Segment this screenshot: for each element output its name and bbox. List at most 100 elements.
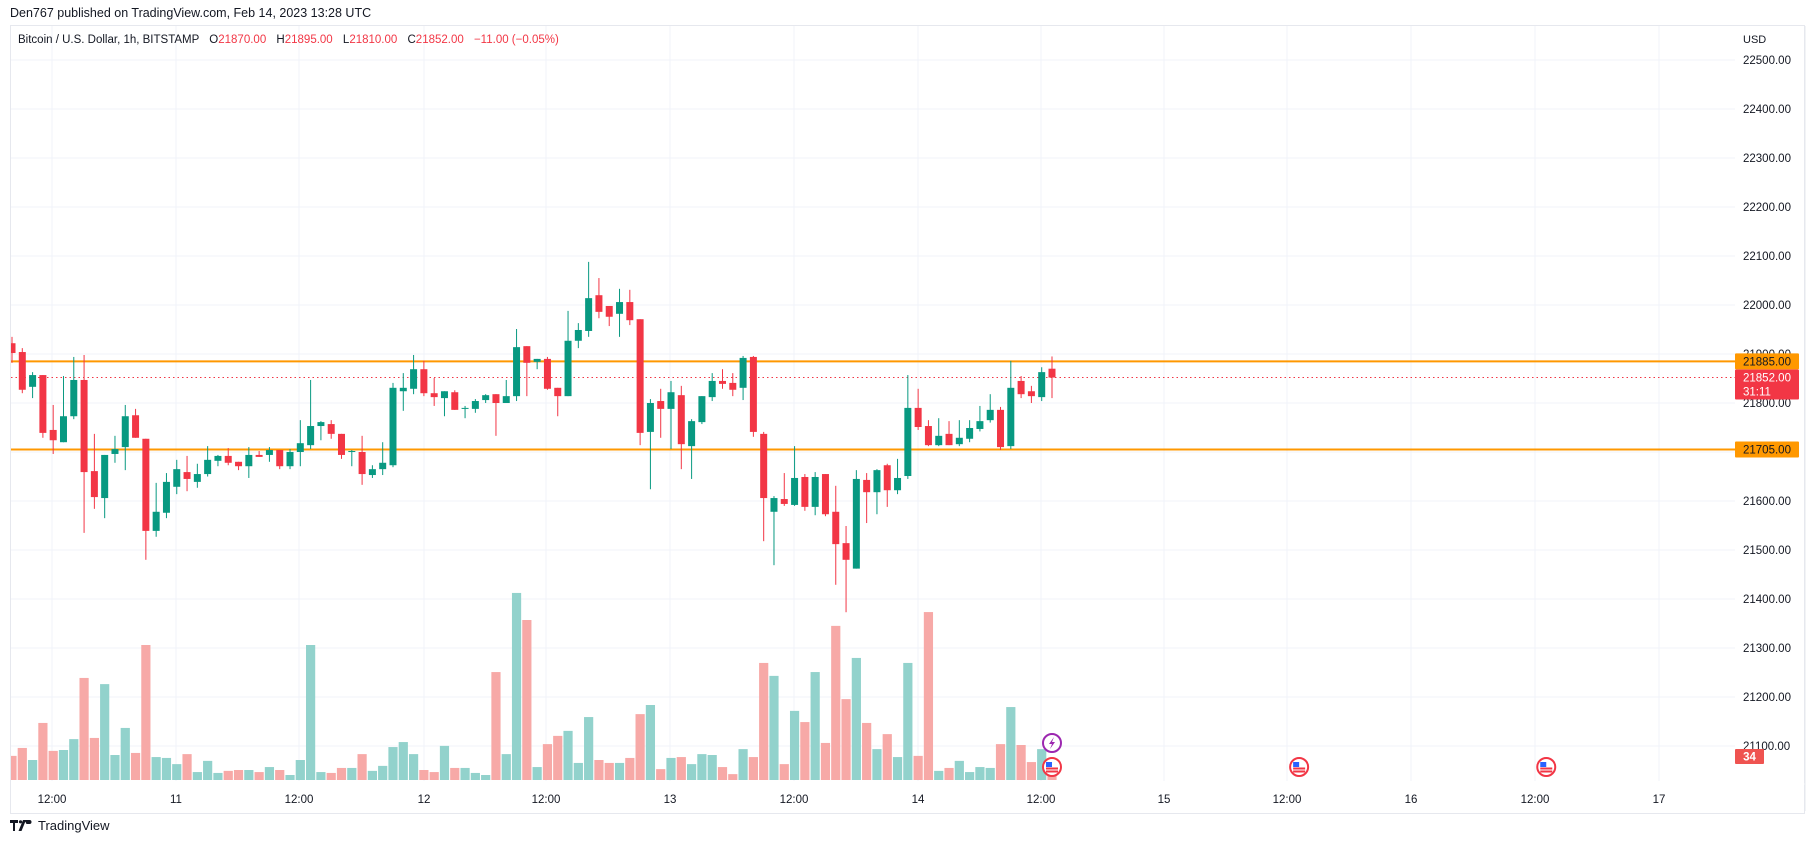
candle[interactable] <box>873 469 881 515</box>
candle[interactable] <box>667 380 675 450</box>
candle[interactable] <box>533 358 541 370</box>
candle[interactable] <box>440 391 448 417</box>
candle[interactable] <box>80 354 88 533</box>
candle[interactable] <box>997 406 1005 451</box>
candle[interactable] <box>1027 385 1035 403</box>
candle[interactable] <box>523 346 531 397</box>
candle[interactable] <box>430 378 438 406</box>
candle[interactable] <box>162 473 170 519</box>
candle[interactable] <box>543 356 551 390</box>
candle[interactable] <box>852 470 860 569</box>
candle[interactable] <box>791 446 799 506</box>
candle[interactable] <box>832 485 840 585</box>
candle[interactable] <box>863 473 871 524</box>
candle[interactable] <box>224 448 232 466</box>
candle[interactable] <box>492 394 500 436</box>
us-flag-icon[interactable] <box>1536 757 1557 777</box>
candle[interactable] <box>420 360 428 397</box>
candle[interactable] <box>296 420 304 467</box>
candle[interactable] <box>142 438 150 560</box>
candle[interactable] <box>554 387 562 417</box>
candle[interactable] <box>688 419 696 479</box>
candle[interactable] <box>193 463 201 488</box>
symbol-title[interactable]: Bitcoin / U.S. Dollar, 1h, BITSTAMP <box>18 34 200 46</box>
candle[interactable] <box>70 356 78 420</box>
candle[interactable] <box>399 373 407 411</box>
candle[interactable] <box>585 261 593 337</box>
candle[interactable] <box>564 310 572 397</box>
candle[interactable] <box>708 373 716 402</box>
candle[interactable] <box>739 355 747 401</box>
candle[interactable] <box>935 418 943 447</box>
candle[interactable] <box>389 382 397 468</box>
candle[interactable] <box>574 323 582 349</box>
candle[interactable] <box>327 420 335 439</box>
candle[interactable] <box>1038 367 1046 402</box>
candle[interactable] <box>461 405 469 419</box>
candle[interactable] <box>811 472 819 516</box>
candle[interactable] <box>513 329 521 402</box>
candle[interactable] <box>276 450 284 470</box>
candle[interactable] <box>307 379 315 450</box>
candle[interactable] <box>595 278 603 319</box>
candle[interactable] <box>101 454 109 519</box>
candle[interactable] <box>780 473 788 506</box>
candle[interactable] <box>286 449 294 470</box>
candle[interactable] <box>749 355 757 437</box>
candle[interactable] <box>894 458 902 495</box>
candle[interactable] <box>626 289 634 326</box>
us-flag-icon[interactable] <box>1289 757 1310 777</box>
candle[interactable] <box>214 454 222 467</box>
candle[interactable] <box>502 379 510 403</box>
us-flag-icon[interactable] <box>1041 757 1062 777</box>
candle[interactable] <box>358 435 366 485</box>
candle[interactable] <box>410 354 418 395</box>
candle[interactable] <box>265 447 273 462</box>
candle[interactable] <box>966 420 974 443</box>
candle[interactable] <box>924 420 932 447</box>
candle[interactable] <box>368 465 376 478</box>
candle[interactable] <box>379 442 387 476</box>
candle[interactable] <box>471 399 479 413</box>
lightning-icon[interactable] <box>1041 733 1062 753</box>
candle[interactable] <box>955 420 963 447</box>
candle[interactable] <box>904 375 912 479</box>
candle[interactable] <box>698 396 706 425</box>
candle[interactable] <box>338 433 346 459</box>
candle[interactable] <box>842 525 850 613</box>
candle[interactable] <box>235 461 243 471</box>
candle[interactable] <box>801 474 809 511</box>
candle[interactable] <box>132 408 140 438</box>
candle[interactable] <box>451 390 459 410</box>
candle[interactable] <box>482 394 490 403</box>
candle[interactable] <box>914 388 922 430</box>
candle[interactable] <box>183 455 191 492</box>
candle[interactable] <box>9 336 16 363</box>
candle[interactable] <box>1007 360 1015 450</box>
candle[interactable] <box>121 404 129 471</box>
candle[interactable] <box>945 421 953 446</box>
candle[interactable] <box>204 446 212 477</box>
candle[interactable] <box>976 405 984 432</box>
candle[interactable] <box>636 319 644 446</box>
candle[interactable] <box>657 388 665 438</box>
candle[interactable] <box>1017 376 1025 399</box>
candle[interactable] <box>59 376 67 443</box>
candle[interactable] <box>605 305 613 327</box>
candle[interactable] <box>821 474 829 517</box>
candle[interactable] <box>317 421 325 441</box>
candle[interactable] <box>49 404 57 454</box>
candle[interactable] <box>770 496 778 566</box>
candle[interactable] <box>152 482 160 537</box>
candle[interactable] <box>616 288 624 337</box>
candle[interactable] <box>729 373 737 397</box>
candle[interactable] <box>1048 356 1056 399</box>
candle[interactable] <box>760 431 768 542</box>
candle[interactable] <box>883 463 891 507</box>
candle[interactable] <box>718 369 726 389</box>
candle[interactable] <box>646 399 654 490</box>
candle[interactable] <box>173 459 181 495</box>
candle[interactable] <box>986 394 994 423</box>
candle[interactable] <box>348 450 356 467</box>
